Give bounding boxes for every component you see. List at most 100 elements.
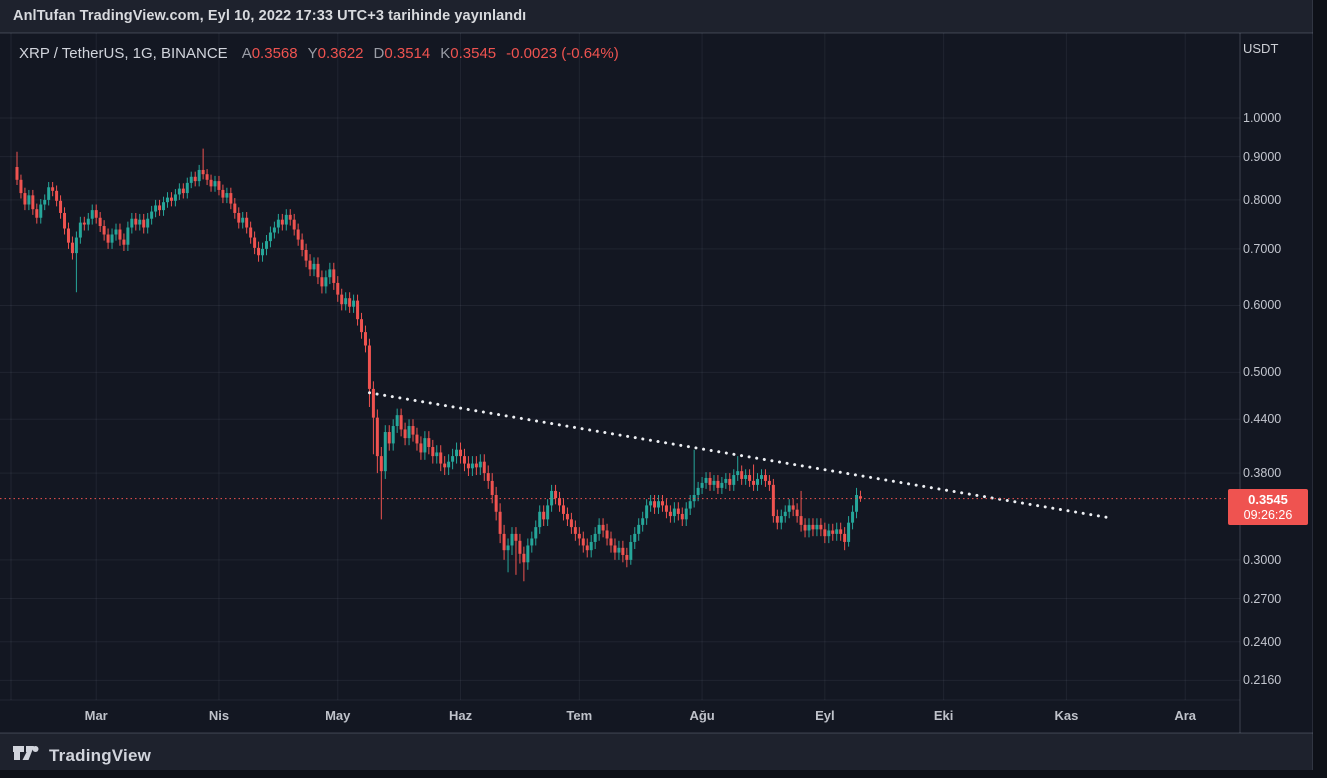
candle-body (779, 516, 783, 523)
candle-body (43, 199, 47, 205)
candle-body (775, 516, 779, 523)
candle-body (142, 219, 146, 228)
symbol-title[interactable]: XRP / TetherUS, 1G, BINANCE (19, 45, 228, 62)
candle-body (415, 434, 419, 444)
candle-body (55, 190, 59, 201)
candle-body (696, 487, 700, 495)
ohlc-letter: D (373, 45, 385, 62)
ohlc-k: K0.3545 (440, 45, 496, 62)
candle-body (783, 511, 787, 517)
candle-body (672, 508, 676, 517)
month-tick-label: Eki (933, 708, 954, 723)
candle-body (455, 449, 459, 457)
tradingview-logo[interactable]: TradingView (13, 744, 151, 767)
bottom-edge (0, 770, 1327, 778)
candle-body (858, 496, 862, 499)
candle-body (19, 179, 23, 194)
candle-body (815, 524, 819, 530)
candle-body (86, 218, 90, 225)
candle-body (237, 212, 241, 223)
candle-body (657, 501, 661, 508)
candle-body (700, 482, 704, 488)
candle-body (811, 524, 815, 530)
candle-body (581, 538, 585, 546)
candle-body (225, 193, 229, 198)
candle-body (771, 484, 775, 517)
candle-body (233, 203, 237, 213)
trendline[interactable] (367, 391, 1108, 519)
candle-body (114, 229, 118, 235)
candle-body (375, 417, 379, 457)
candle-body (807, 524, 811, 531)
candle-body (272, 227, 276, 233)
candle-body (383, 432, 387, 472)
candle-body (352, 300, 356, 307)
candle-body (411, 426, 415, 435)
candle-body (403, 429, 407, 439)
price-tick-label: 0.4400 (1243, 412, 1282, 427)
candle-body (264, 241, 268, 249)
candle-body (419, 443, 423, 453)
candle-body (502, 533, 506, 551)
candle-body (787, 505, 791, 512)
price-tick-label: 0.2400 (1243, 634, 1282, 649)
candle-body (534, 527, 538, 539)
candle-body (134, 218, 138, 225)
candle-body (221, 189, 225, 198)
published-bar: AnlTufan TradingView.com, Eyl 10, 2022 1… (0, 0, 1327, 33)
candle-body (15, 167, 19, 180)
candle-body (241, 217, 245, 223)
candle-body (546, 505, 550, 520)
ohlc-value: 0.3622 (317, 45, 364, 62)
candle-body (280, 219, 284, 225)
candle-body (597, 524, 601, 534)
price-tick-label: 0.6000 (1243, 298, 1282, 313)
ohlc-a: A0.3568 (242, 45, 298, 62)
candle-body (538, 511, 542, 528)
candle-body (158, 205, 162, 211)
price-tick-label: 0.9000 (1243, 149, 1282, 164)
candle-body (447, 461, 451, 468)
candle-body (74, 237, 78, 254)
candle-body (641, 518, 645, 525)
candle-body (296, 229, 300, 240)
candle-body (245, 217, 249, 228)
candle-body (720, 482, 724, 488)
candle-body (138, 219, 142, 225)
candle-body (803, 524, 807, 531)
candle-body (609, 538, 613, 546)
candle-body (629, 541, 633, 560)
candle-body (47, 187, 51, 200)
candle-body (847, 522, 851, 542)
candle-body (443, 463, 447, 468)
candle-body (554, 490, 558, 499)
candle-body (843, 533, 847, 542)
candle-body (506, 545, 510, 551)
candle-body (486, 473, 490, 481)
candle-body (819, 524, 823, 530)
candle-body (684, 508, 688, 520)
candle-body (193, 176, 197, 182)
candle-body (759, 475, 763, 479)
right-edge (1313, 0, 1327, 778)
candle-body (767, 480, 771, 485)
candle-body (363, 332, 367, 346)
candle-body (510, 533, 514, 546)
candle-body (360, 319, 364, 333)
candle-body (550, 490, 554, 506)
price-axis-unit: USDT (1243, 41, 1279, 56)
candle-body (728, 478, 732, 485)
candle-body (577, 533, 581, 539)
candle-body (680, 513, 684, 520)
candle-body (589, 541, 593, 551)
price-tick-label: 0.2160 (1243, 673, 1282, 688)
candle-body (94, 210, 98, 218)
candle-body (249, 227, 253, 238)
last-price-label: 0.3545 09:26:26 (1228, 488, 1308, 525)
price-tick-label: 0.3000 (1243, 552, 1282, 567)
candle-body (51, 187, 55, 191)
candle-body (494, 494, 498, 512)
